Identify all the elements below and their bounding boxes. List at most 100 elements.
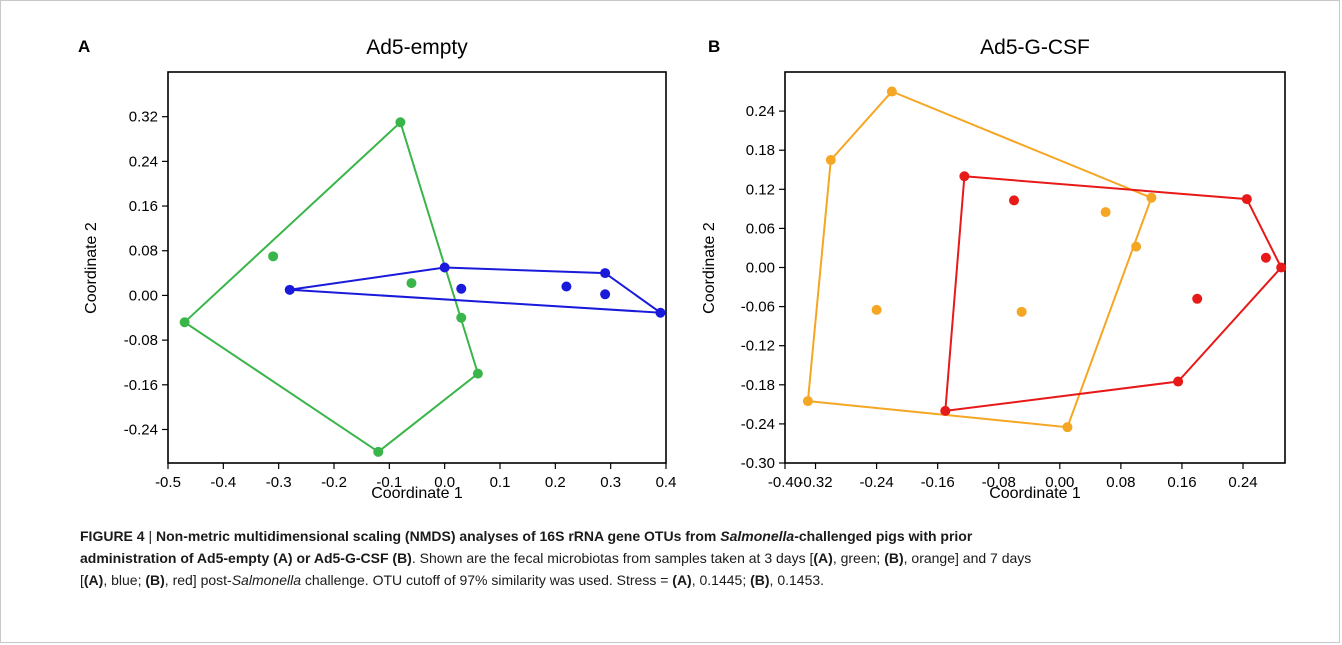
x-tick-label: -0.24	[860, 474, 894, 491]
y-axis-label: Coordinate 2	[701, 222, 718, 314]
x-tick-label: -0.5	[155, 474, 181, 491]
y-tick-label: 0.24	[129, 153, 158, 170]
series-2-point	[655, 307, 666, 318]
caption-separator: |	[144, 528, 156, 544]
x-tick-label: -0.16	[921, 474, 955, 491]
caption-ref-b-2: (B)	[145, 572, 165, 588]
y-tick-label: 0.24	[746, 103, 775, 120]
series-1-point	[373, 446, 384, 457]
caption-title-part-3: administration of Ad5-empty (A) or Ad5-G…	[80, 550, 412, 566]
figure-chart-area: A Ad5-empty -0.5 -0.4 -0.3 -0.2 -0.1 0.0 0.1 0.2 0…	[78, 36, 1287, 502]
panel-b-chart: B Ad5-G-CSF -0.40-0.32 -0.24 -0.16 -0.08 0.00 0…	[701, 36, 1287, 502]
y-tick-label: 0.08	[129, 243, 158, 260]
series-1-point	[456, 312, 467, 323]
x-tick-label: -0.2	[321, 474, 347, 491]
caption-text-6: , red] post-	[164, 572, 232, 588]
x-axis-label: Coordinate 1	[989, 485, 1081, 502]
caption-figure-number: FIGURE 4	[80, 528, 145, 544]
x-tick-label: 0.4	[656, 474, 677, 491]
y-axis-label: Coordinate 2	[83, 222, 100, 314]
series-2-point	[1192, 293, 1203, 304]
series-1-point	[395, 117, 406, 128]
caption-text-4: [	[80, 572, 84, 588]
series-2-point	[1241, 194, 1252, 205]
x-tick-label: 0.00	[1045, 474, 1074, 491]
series-1-point	[886, 86, 897, 97]
series-2-point	[1009, 195, 1020, 206]
series-2-hull	[944, 175, 1283, 413]
series-2-point	[940, 405, 951, 416]
series-2-point	[284, 284, 295, 295]
caption-ref-a: (A)	[813, 550, 833, 566]
caption-text-2: , green;	[832, 550, 885, 566]
x-tick-label: 0.0	[434, 474, 455, 491]
series-1-point	[1016, 306, 1027, 317]
series-1-hull	[806, 90, 1153, 429]
caption-text-9: , 0.1453.	[769, 572, 825, 588]
series-2-point	[1276, 262, 1287, 273]
series-1-point	[1131, 241, 1142, 252]
caption-text-5: , blue;	[103, 572, 146, 588]
series-2-point	[600, 268, 611, 279]
caption-ref-a-3: (A)	[672, 572, 692, 588]
y-tick-label: -0.08	[124, 332, 158, 349]
series-1-point	[1146, 192, 1157, 203]
caption-ref-a-2: (A)	[83, 572, 104, 588]
series-1-point	[802, 396, 813, 407]
x-tick-label: 0.1	[490, 474, 511, 491]
series-1-point	[406, 278, 417, 289]
y-tick-label: 0.06	[746, 220, 775, 237]
x-tick-label: 0.3	[600, 474, 621, 491]
panel-letter: B	[708, 37, 720, 56]
caption-text-7: challenge. OTU cutoff of 97% similarity …	[300, 572, 673, 588]
x-tick-label: 0.24	[1228, 474, 1257, 491]
caption-title-part-1: Non-metric multidimensional scaling (NMD…	[156, 528, 721, 544]
series-2-point	[439, 262, 450, 273]
panel-title: Ad5-G-CSF	[980, 36, 1090, 59]
caption-line-1: FIGURE 4 | Non-metric multidimensional s…	[80, 525, 1320, 547]
y-tick-label: 0.00	[129, 287, 158, 304]
x-tick-label: 0.16	[1167, 474, 1196, 491]
y-tick-label: 0.12	[746, 181, 775, 198]
series-1-point	[1100, 207, 1111, 218]
x-tick-label: -0.4	[210, 474, 236, 491]
y-tick-label: -0.06	[741, 299, 775, 316]
series-1-point	[268, 251, 279, 262]
caption-line-2: administration of Ad5-empty (A) or Ad5-G…	[80, 547, 1320, 569]
caption-text-italic: Salmonella	[231, 572, 301, 588]
panel-letter: A	[78, 37, 90, 56]
x-tick-label: -0.40	[768, 474, 802, 491]
y-tick-label: -0.16	[124, 377, 158, 394]
panel-title: Ad5-empty	[366, 36, 468, 59]
y-tick-label: -0.12	[741, 338, 775, 355]
figure-caption: FIGURE 4 | Non-metric multidimensional s…	[80, 525, 1320, 591]
series-1-point	[472, 368, 483, 379]
x-tick-label: 0.08	[1106, 474, 1135, 491]
y-tick-label: -0.24	[124, 421, 158, 438]
x-tick-label: -0.08	[982, 474, 1016, 491]
series-1-point	[825, 154, 836, 165]
series-2-point	[456, 283, 467, 294]
series-2-point	[600, 289, 611, 300]
panel-a-chart: A Ad5-empty -0.5 -0.4 -0.3 -0.2 -0.1 0.0 0.1 0.2 0…	[78, 36, 676, 502]
caption-ref-b: (B)	[884, 550, 904, 566]
caption-line-3: [(A), blue; (B), red] post-Salmonella ch…	[80, 569, 1320, 591]
caption-title-italic: Salmonella	[720, 528, 795, 544]
x-tick-label: -0.32	[798, 474, 832, 491]
caption-text-8: , 0.1445;	[691, 572, 751, 588]
x-tick-label: -0.1	[376, 474, 402, 491]
y-tick-label: 0.18	[746, 142, 775, 159]
plot-frame	[167, 71, 667, 464]
caption-title-part-2: -challenged pigs with prior	[794, 528, 973, 544]
series-2-point	[1260, 252, 1271, 263]
x-tick-label: 0.2	[545, 474, 566, 491]
x-axis-label: Coordinate 1	[371, 485, 463, 502]
y-tick-label: -0.24	[741, 416, 775, 433]
y-tick-label: -0.18	[741, 377, 775, 394]
series-1-point	[1062, 422, 1073, 433]
series-1-point	[179, 317, 190, 328]
plot-frame	[784, 71, 1286, 464]
series-1-point	[871, 304, 882, 315]
series-2-point	[959, 171, 970, 182]
